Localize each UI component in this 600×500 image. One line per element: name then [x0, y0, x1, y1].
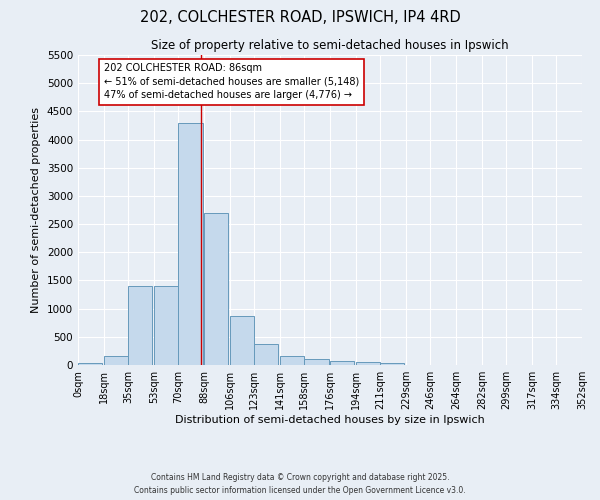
- Bar: [254, 344, 278, 365]
- Bar: [280, 356, 304, 365]
- X-axis label: Distribution of semi-detached houses by size in Ipswich: Distribution of semi-detached houses by …: [175, 415, 485, 425]
- Text: 202 COLCHESTER ROAD: 86sqm
← 51% of semi-detached houses are smaller (5,148)
47%: 202 COLCHESTER ROAD: 86sqm ← 51% of semi…: [104, 64, 359, 100]
- Bar: [304, 359, 329, 365]
- Bar: [154, 286, 178, 365]
- Text: 202, COLCHESTER ROAD, IPSWICH, IP4 4RD: 202, COLCHESTER ROAD, IPSWICH, IP4 4RD: [140, 10, 460, 25]
- Bar: [178, 122, 203, 365]
- Bar: [380, 364, 404, 365]
- Text: Contains HM Land Registry data © Crown copyright and database right 2025.
Contai: Contains HM Land Registry data © Crown c…: [134, 474, 466, 495]
- Bar: [204, 213, 229, 365]
- Bar: [330, 361, 355, 365]
- Bar: [356, 362, 380, 365]
- Bar: [230, 316, 254, 365]
- Bar: [78, 364, 103, 365]
- Title: Size of property relative to semi-detached houses in Ipswich: Size of property relative to semi-detach…: [151, 40, 509, 52]
- Bar: [104, 356, 128, 365]
- Y-axis label: Number of semi-detached properties: Number of semi-detached properties: [31, 107, 41, 313]
- Bar: [128, 286, 152, 365]
